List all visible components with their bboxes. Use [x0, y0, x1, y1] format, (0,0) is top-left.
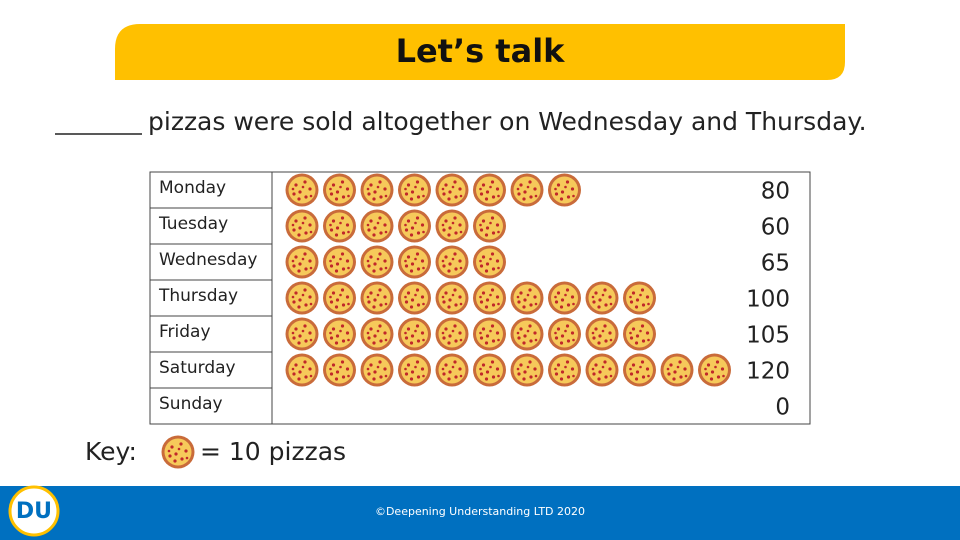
pizza-icon [435, 245, 469, 279]
pizza-icon [548, 173, 581, 207]
pizza-icon [660, 353, 694, 387]
pizza-icon [548, 281, 581, 315]
pizza-icon [473, 281, 506, 315]
pizza-icon [323, 353, 356, 387]
pizza-icon [285, 245, 319, 279]
pizza-icon [473, 353, 506, 387]
pizza-icon [623, 353, 656, 387]
pizza-icon [473, 245, 506, 279]
pizza-icon [323, 281, 356, 315]
pizza-icon [360, 317, 394, 351]
title-banner [115, 24, 845, 80]
key-prefix: Key: [85, 437, 137, 466]
pizza-icon [435, 209, 469, 243]
row-label: Wednesday [159, 250, 257, 270]
pizza-icon [585, 353, 619, 387]
pizza-icon [510, 173, 544, 207]
pizza-icon [585, 281, 619, 315]
pizza-icon [548, 353, 581, 387]
pizza-icon [473, 173, 506, 207]
title: Let’s talk [396, 32, 566, 70]
pizza-icon [698, 353, 731, 387]
pizza-icon [285, 317, 319, 351]
row-label: Saturday [159, 358, 236, 378]
pizza-icon [323, 317, 356, 351]
logo-text: DU [16, 499, 52, 524]
pizza-icon [510, 317, 544, 351]
pizza-icon [285, 173, 319, 207]
pizza-icon [623, 317, 656, 351]
pizza-icon [398, 317, 431, 351]
value-label: 60 [761, 215, 790, 241]
row-label: Friday [159, 322, 211, 342]
pizza-icon [285, 209, 319, 243]
pizza-icon [473, 209, 506, 243]
footer-text: ©Deepening Understanding LTD 2020 [375, 505, 585, 518]
pizza-icon [285, 281, 319, 315]
pictogram-row [285, 317, 677, 351]
pizza-icon [398, 245, 431, 279]
pizza-icon [398, 209, 431, 243]
row-label: Tuesday [158, 214, 228, 234]
value-label: 65 [761, 251, 790, 277]
pizza-icon [285, 353, 319, 387]
value-label: 80 [761, 179, 790, 205]
pizza-icon [435, 281, 469, 315]
pizza-icon [548, 317, 581, 351]
pizza-icon [398, 173, 431, 207]
logo [8, 485, 60, 537]
value-label: 0 [775, 395, 790, 421]
value-label: 120 [746, 359, 790, 385]
pizza-icon [435, 317, 469, 351]
key-label: = 10 pizzas [200, 437, 346, 466]
pizza-icon [510, 353, 544, 387]
question: pizzas were sold altogether on Wednesday… [148, 107, 867, 136]
pizza-icon [435, 173, 469, 207]
pizza-icon [360, 173, 394, 207]
footer-band [0, 486, 960, 540]
pizza-icon [585, 317, 619, 351]
pizza-icon [323, 245, 356, 279]
pizza-icon [510, 281, 544, 315]
key-icon [161, 435, 195, 469]
pizza-icon [360, 353, 394, 387]
pizza-icon [473, 317, 506, 351]
pizza-icon [323, 173, 356, 207]
pizza-icon [360, 281, 394, 315]
value-label: 100 [746, 287, 790, 313]
row-label: Thursday [158, 286, 238, 306]
pizza-icon [360, 209, 394, 243]
row-label: Sunday [159, 394, 223, 414]
row-label: Monday [159, 178, 226, 198]
pizza-icon [360, 245, 394, 279]
pizza-icon [435, 353, 469, 387]
pizza-icon [323, 209, 356, 243]
pizza-icon [623, 281, 656, 315]
pizza-icon [398, 353, 431, 387]
pizza-icon [398, 281, 431, 315]
value-label: 105 [746, 323, 790, 349]
